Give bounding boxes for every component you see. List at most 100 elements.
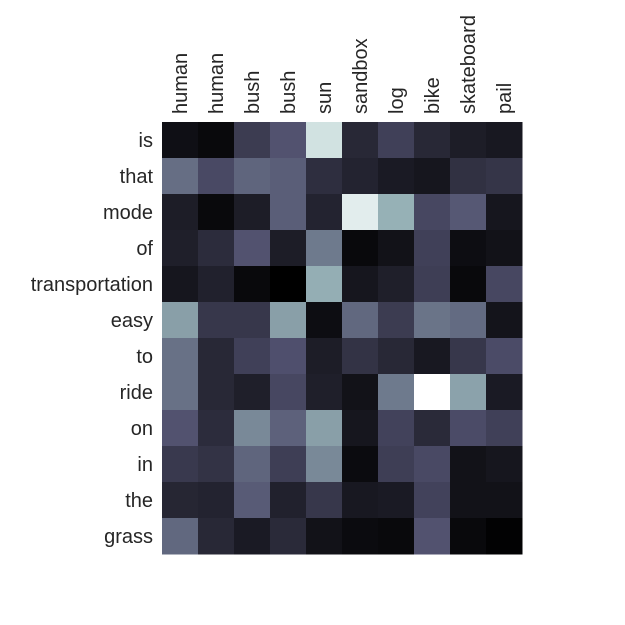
- heatmap-cell: [378, 338, 415, 375]
- heatmap-cell: [378, 158, 415, 195]
- heatmap-cells: [162, 122, 523, 555]
- heatmap-cell: [378, 302, 415, 339]
- heatmap-cell: [162, 338, 199, 375]
- heatmap-cell: [342, 194, 379, 231]
- heatmap-cell: [342, 518, 379, 555]
- heatmap-cell: [198, 518, 235, 555]
- heatmap-cell: [414, 158, 451, 195]
- heatmap-cell: [162, 122, 199, 159]
- heatmap-cell: [162, 446, 199, 483]
- heatmap-cell: [270, 158, 307, 195]
- heatmap-cell: [162, 158, 199, 195]
- heatmap-cell: [486, 194, 523, 231]
- y-tick-label: transportation: [31, 274, 153, 296]
- y-tick-label: that: [120, 166, 154, 188]
- heatmap-cell: [198, 446, 235, 483]
- heatmap-cell: [234, 302, 271, 339]
- heatmap-cell: [198, 194, 235, 231]
- heatmap-cell: [378, 266, 415, 303]
- heatmap-cell: [414, 518, 451, 555]
- x-tick-label: sun: [314, 82, 336, 114]
- heatmap-cell: [162, 482, 199, 519]
- heatmap-cell: [198, 230, 235, 267]
- heatmap-cell: [162, 266, 199, 303]
- heatmap-cell: [486, 446, 523, 483]
- heatmap-cell: [270, 194, 307, 231]
- heatmap-cell: [162, 194, 199, 231]
- heatmap-cell: [234, 482, 271, 519]
- heatmap-cell: [414, 194, 451, 231]
- heatmap-cell: [306, 374, 343, 411]
- heatmap-cell: [234, 230, 271, 267]
- y-tick-label: grass: [104, 526, 153, 548]
- heatmap-cell: [486, 158, 523, 195]
- y-tick-label: easy: [111, 310, 153, 332]
- heatmap-cell: [414, 230, 451, 267]
- y-tick-labels: is that mode of transportation easy to ride on in…: [31, 130, 154, 548]
- heatmap-cell: [450, 122, 487, 159]
- y-tick-label: mode: [103, 202, 153, 224]
- heatmap-cell: [306, 410, 343, 447]
- x-tick-label: human: [206, 53, 228, 114]
- heatmap-cell: [306, 194, 343, 231]
- heatmap-cell: [234, 338, 271, 375]
- heatmap-cell: [486, 266, 523, 303]
- heatmap-cell: [306, 338, 343, 375]
- heatmap-cell: [270, 446, 307, 483]
- heatmap-cell: [198, 122, 235, 159]
- heatmap-cell: [342, 230, 379, 267]
- x-tick-label: bush: [242, 71, 264, 114]
- heatmap-cell: [378, 230, 415, 267]
- heatmap-cell: [486, 410, 523, 447]
- heatmap-cell: [342, 374, 379, 411]
- heatmap-cell: [414, 374, 451, 411]
- heatmap-cell: [450, 410, 487, 447]
- heatmap-cell: [414, 122, 451, 159]
- x-tick-label: log: [386, 87, 408, 114]
- heatmap-cell: [378, 122, 415, 159]
- heatmap-cell: [342, 302, 379, 339]
- heatmap-cell: [234, 122, 271, 159]
- heatmap-cell: [234, 518, 271, 555]
- heatmap-cell: [270, 122, 307, 159]
- heatmap-cell: [450, 230, 487, 267]
- y-tick-label: is: [139, 130, 153, 152]
- heatmap-cell: [486, 338, 523, 375]
- y-tick-label: ride: [120, 382, 153, 404]
- heatmap-cell: [378, 194, 415, 231]
- heatmap-cell: [342, 338, 379, 375]
- heatmap-cell: [342, 482, 379, 519]
- heatmap-cell: [234, 374, 271, 411]
- x-tick-label: bush: [278, 71, 300, 114]
- y-tick-label: the: [125, 490, 153, 512]
- heatmap-cell: [342, 446, 379, 483]
- heatmap-cell: [198, 266, 235, 303]
- x-tick-label: bike: [422, 77, 444, 114]
- heatmap-cell: [162, 302, 199, 339]
- heatmap-cell: [162, 518, 199, 555]
- x-tick-label: skateboard: [458, 15, 480, 114]
- heatmap-cell: [306, 302, 343, 339]
- x-tick-label: pail: [494, 83, 516, 114]
- heatmap-cell: [162, 410, 199, 447]
- heatmap-cell: [486, 230, 523, 267]
- heatmap-cell: [486, 482, 523, 519]
- heatmap-cell: [378, 482, 415, 519]
- heatmap-cell: [342, 266, 379, 303]
- heatmap-cell: [234, 446, 271, 483]
- heatmap-cell: [306, 122, 343, 159]
- y-tick-label: in: [137, 454, 153, 476]
- heatmap-cell: [414, 482, 451, 519]
- heatmap-cell: [378, 374, 415, 411]
- heatmap-cell: [450, 158, 487, 195]
- heatmap-cell: [450, 302, 487, 339]
- heatmap-cell: [342, 158, 379, 195]
- heatmap-cell: [450, 482, 487, 519]
- x-tick-labels: human human bush bush sun sandbox log bike skate…: [170, 15, 516, 114]
- heatmap-cell: [414, 338, 451, 375]
- heatmap-cell: [378, 446, 415, 483]
- heatmap-cell: [306, 266, 343, 303]
- heatmap-cell: [198, 302, 235, 339]
- heatmap-cell: [270, 518, 307, 555]
- heatmap-cell: [234, 266, 271, 303]
